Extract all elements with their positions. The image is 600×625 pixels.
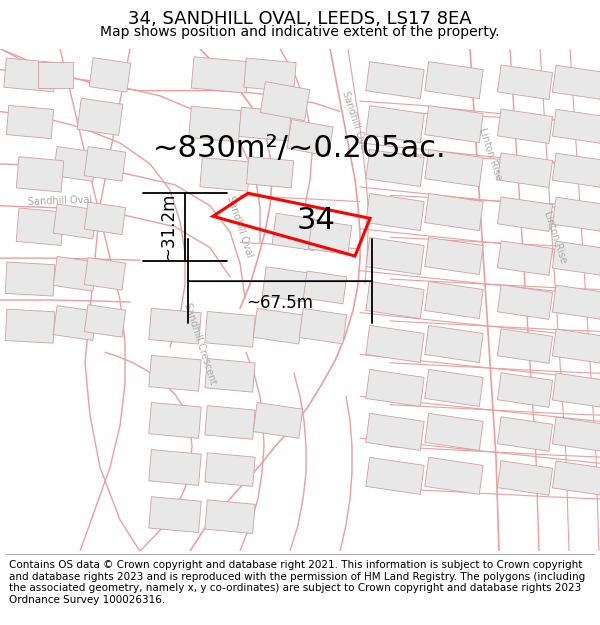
Bar: [149, 356, 201, 391]
Bar: [425, 62, 483, 99]
Bar: [497, 109, 553, 144]
Bar: [260, 81, 310, 121]
Bar: [366, 281, 424, 319]
Text: Sandhill Oval: Sandhill Oval: [226, 194, 254, 259]
Bar: [5, 262, 55, 296]
Bar: [553, 65, 600, 99]
Bar: [425, 238, 483, 274]
Bar: [553, 109, 600, 143]
Bar: [205, 452, 255, 486]
Bar: [425, 281, 483, 319]
Bar: [200, 158, 250, 191]
Bar: [553, 373, 600, 407]
Bar: [308, 220, 352, 254]
Bar: [272, 213, 318, 251]
Bar: [425, 326, 483, 362]
Text: 34: 34: [297, 206, 336, 236]
Bar: [253, 308, 303, 344]
Bar: [85, 258, 125, 290]
Bar: [53, 204, 97, 239]
Bar: [89, 58, 131, 92]
Bar: [497, 372, 553, 408]
Bar: [497, 285, 553, 319]
Bar: [77, 98, 123, 136]
Bar: [244, 58, 296, 92]
Bar: [4, 58, 56, 92]
Bar: [366, 149, 424, 187]
Bar: [553, 197, 600, 231]
Bar: [205, 311, 255, 347]
Text: Contains OS data © Crown copyright and database right 2021. This information is : Contains OS data © Crown copyright and d…: [9, 560, 585, 605]
Bar: [149, 308, 201, 344]
Bar: [149, 402, 201, 438]
Bar: [53, 146, 97, 181]
Bar: [5, 309, 55, 343]
Bar: [149, 497, 201, 532]
Bar: [53, 306, 97, 341]
Bar: [53, 256, 97, 291]
Bar: [425, 458, 483, 494]
Text: Linton Rise: Linton Rise: [542, 210, 568, 264]
Bar: [425, 369, 483, 406]
Text: Linton Rise: Linton Rise: [477, 126, 503, 181]
Bar: [37, 62, 73, 88]
Bar: [366, 106, 424, 142]
Bar: [16, 157, 64, 192]
Bar: [189, 106, 241, 142]
Bar: [497, 197, 553, 231]
Bar: [299, 309, 347, 344]
Bar: [366, 458, 424, 494]
Text: Sandhill Oval: Sandhill Oval: [28, 194, 92, 207]
Text: ~31.2m: ~31.2m: [159, 193, 177, 261]
Bar: [85, 305, 125, 337]
Text: ~67.5m: ~67.5m: [247, 294, 314, 312]
Bar: [497, 329, 553, 363]
Bar: [16, 208, 64, 246]
Bar: [497, 417, 553, 451]
Bar: [425, 149, 483, 187]
Bar: [253, 402, 303, 438]
Bar: [205, 406, 255, 439]
Bar: [553, 461, 600, 495]
Bar: [425, 413, 483, 451]
Bar: [7, 106, 53, 139]
Bar: [553, 285, 600, 319]
Text: Map shows position and indicative extent of the property.: Map shows position and indicative extent…: [100, 25, 500, 39]
Bar: [553, 153, 600, 187]
Bar: [366, 413, 424, 451]
Bar: [425, 194, 483, 231]
Text: ~830m²/~0.205ac.: ~830m²/~0.205ac.: [153, 134, 447, 162]
Bar: [149, 449, 201, 486]
Bar: [287, 119, 333, 156]
Bar: [553, 329, 600, 363]
Bar: [247, 157, 293, 188]
Bar: [497, 461, 553, 495]
Bar: [304, 271, 347, 304]
Bar: [366, 194, 424, 231]
Bar: [425, 106, 483, 142]
Bar: [191, 57, 249, 93]
Bar: [553, 417, 600, 451]
Text: 34, SANDHILL OVAL, LEEDS, LS17 8EA: 34, SANDHILL OVAL, LEEDS, LS17 8EA: [128, 10, 472, 27]
Text: Sandhill Crescent: Sandhill Crescent: [182, 302, 218, 386]
Bar: [497, 153, 553, 188]
Bar: [262, 267, 308, 302]
Bar: [84, 147, 126, 181]
Bar: [366, 369, 424, 406]
Bar: [497, 241, 553, 276]
Bar: [366, 62, 424, 99]
Bar: [553, 241, 600, 275]
Bar: [497, 65, 553, 99]
Bar: [205, 359, 255, 392]
Bar: [366, 326, 424, 362]
Bar: [239, 107, 291, 141]
Bar: [366, 238, 424, 274]
Bar: [205, 500, 255, 534]
Text: Sandhill Oval: Sandhill Oval: [340, 90, 370, 154]
Bar: [85, 202, 125, 234]
